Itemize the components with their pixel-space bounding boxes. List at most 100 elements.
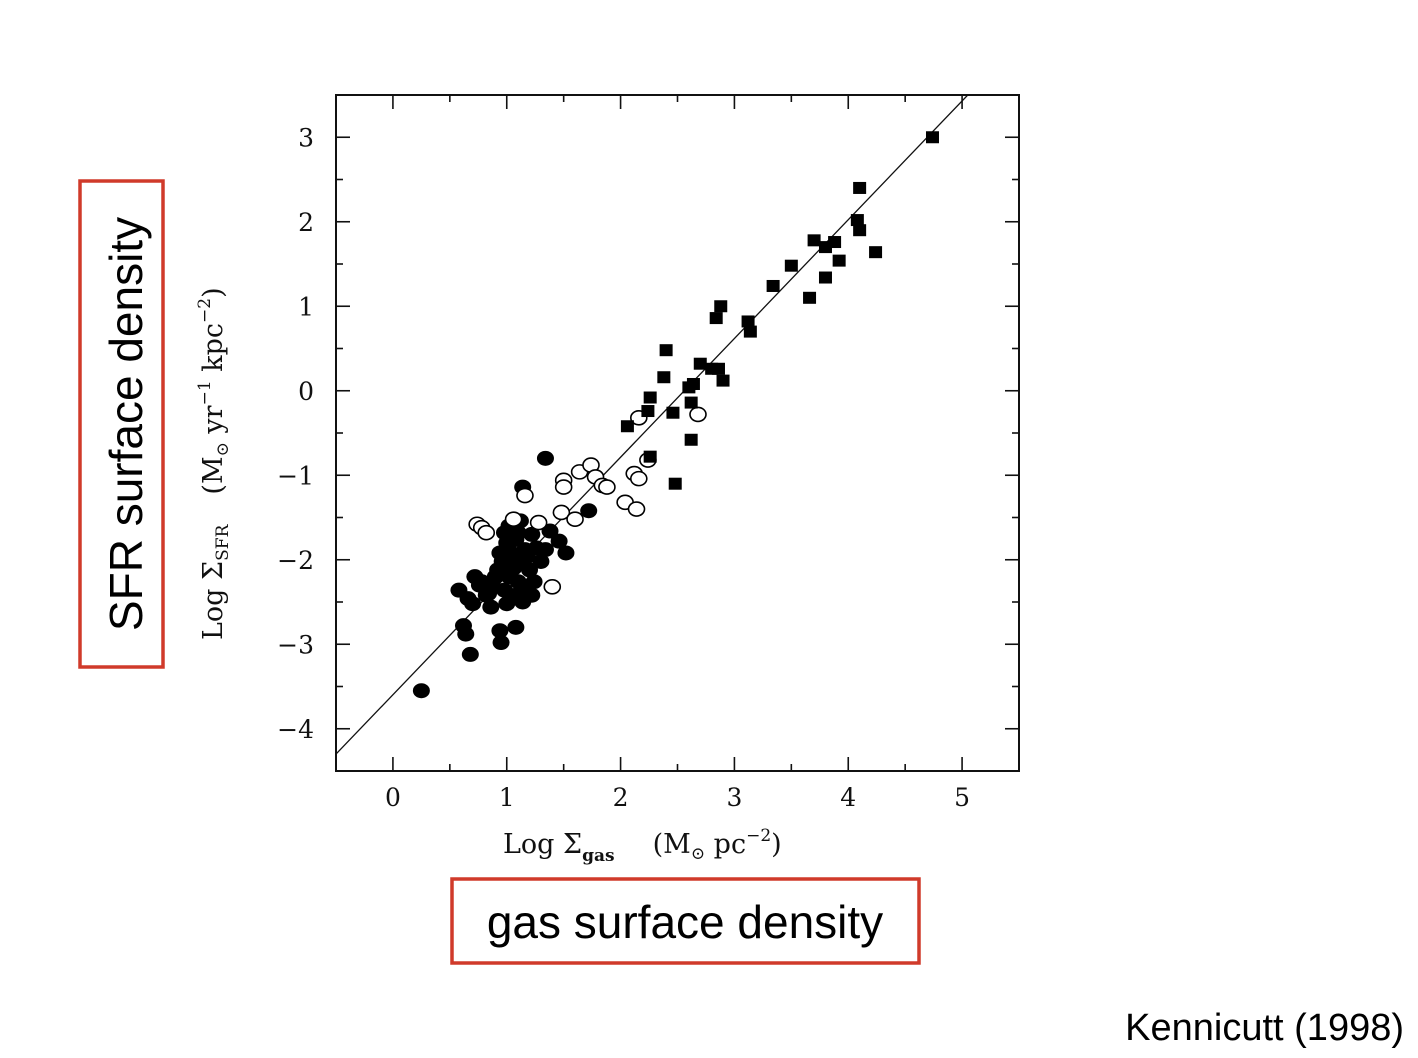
open-circle-point	[627, 501, 646, 517]
x-tick-label: 1	[499, 783, 515, 812]
open-circle-point	[529, 514, 548, 531]
sfr-annotation-text: SFR surface density	[100, 217, 152, 631]
filled-circle-point	[516, 542, 534, 558]
y-tick-label: 2	[298, 208, 314, 237]
filled-square-point	[668, 477, 682, 490]
open-circle-point	[554, 479, 573, 495]
filled-circle-point	[523, 526, 541, 542]
open-circle-point	[477, 524, 496, 541]
y-tick-label: 3	[298, 123, 314, 152]
filled-square-point	[784, 259, 798, 272]
filled-square-point	[709, 312, 723, 325]
filled-square-point	[684, 396, 698, 409]
filled-circle-point	[482, 599, 500, 615]
filled-circle-point	[541, 523, 559, 539]
filled-square-point	[714, 300, 728, 313]
x-axis-label: Log Σgas (M⊙ pc−2)	[503, 826, 782, 866]
y-axis-label-sub: SFR	[213, 523, 233, 560]
x-axis-label-prefix: Log Σ	[503, 829, 582, 860]
open-circle-point	[516, 487, 534, 504]
filled-circle-point	[521, 562, 539, 578]
filled-circle-point	[491, 623, 509, 639]
y-axis-label-units-open: (M	[198, 456, 229, 494]
y-axis-label-units-close: )	[198, 287, 229, 298]
y-axis-label-sup2: −2	[195, 298, 215, 323]
y-axis-label-sup1: −1	[195, 380, 215, 405]
filled-circle-point	[525, 574, 543, 590]
filled-square-point	[743, 325, 757, 338]
filled-square-point	[766, 279, 780, 292]
filled-square-point	[853, 224, 867, 237]
x-axis-label-units-open: (M	[653, 829, 691, 860]
filled-square-point	[925, 131, 939, 144]
filled-circle-point	[470, 577, 488, 593]
filled-circle-point	[492, 635, 510, 651]
x-tick-label: 3	[726, 783, 742, 812]
filled-square-point	[869, 246, 883, 259]
filled-circle-point	[507, 619, 525, 635]
open-circle-point	[552, 504, 571, 521]
fit-line-group	[336, 95, 969, 755]
plot-frame	[335, 94, 1020, 772]
x-tick-label: 2	[613, 783, 629, 812]
filled-circle-point	[557, 545, 575, 561]
filled-square-point	[684, 433, 698, 446]
open-circle-point	[504, 511, 523, 527]
filled-square-point	[818, 241, 832, 254]
open-circle-point	[543, 578, 562, 595]
open-circle-point	[689, 406, 707, 423]
filled-square-point	[686, 377, 700, 390]
open-circle-point	[566, 511, 584, 527]
filled-square-point	[643, 391, 657, 404]
filled-circle-point	[536, 450, 554, 466]
filled-square-point	[807, 234, 821, 247]
filled-circle-point	[523, 587, 541, 603]
filled-square-point	[666, 406, 680, 419]
y-tick-labels: −4 −3 −2 −1 0 1 2 3	[277, 123, 314, 744]
y-tick-label: −4	[277, 715, 314, 744]
y-tick-label: −1	[277, 461, 314, 490]
open-circle-point	[598, 479, 616, 495]
y-tick-label: −2	[277, 546, 314, 575]
y-axis-label-units-mid: yr	[198, 405, 229, 442]
filled-square-point	[620, 420, 634, 433]
open-circle-point	[629, 470, 648, 487]
filled-square-point	[716, 374, 730, 387]
filled-circle-point	[498, 535, 516, 551]
x-axis-label-sup: −2	[746, 826, 771, 846]
filled-circle-point	[457, 626, 475, 642]
filled-square-point	[711, 362, 725, 375]
filled-square-point	[850, 214, 864, 227]
y-tick-label: 1	[298, 292, 314, 321]
y-tick-label: 0	[298, 377, 314, 406]
filled-square-point	[641, 405, 655, 418]
filled-circle-point	[509, 525, 527, 541]
filled-circle-point	[502, 555, 520, 571]
x-tick-label: 4	[840, 783, 856, 812]
sfr-annotation-box	[78, 179, 165, 669]
axis-ticks	[336, 95, 1019, 771]
filled-square-point	[803, 291, 817, 304]
filled-circle-point	[486, 569, 504, 585]
filled-circle-point	[461, 646, 479, 662]
data-points	[412, 131, 939, 699]
filled-square-point	[643, 450, 657, 463]
filled-square-point	[693, 357, 707, 370]
gas-annotation-text: gas surface density	[487, 896, 883, 948]
filled-circle-point	[532, 553, 550, 569]
filled-square-point	[741, 315, 755, 328]
filled-circle-point	[412, 683, 430, 699]
x-axis-label-sun: ⊙	[691, 844, 705, 864]
y-axis-label-prefix: Log Σ	[198, 561, 229, 640]
filled-square-point	[659, 344, 673, 357]
x-axis-label-sub: gas	[582, 846, 614, 866]
y-axis-label-sun: ⊙	[213, 442, 233, 456]
x-axis-label-units-mid: pc	[705, 829, 746, 860]
credit-text: Kennicutt (1998)	[1125, 1007, 1404, 1049]
gas-annotation-box	[450, 877, 921, 965]
x-tick-labels: 0 1 2 3 4 5	[385, 783, 970, 812]
filled-square-point	[657, 371, 671, 384]
x-tick-label: 0	[385, 783, 401, 812]
filled-circle-point	[536, 542, 554, 558]
